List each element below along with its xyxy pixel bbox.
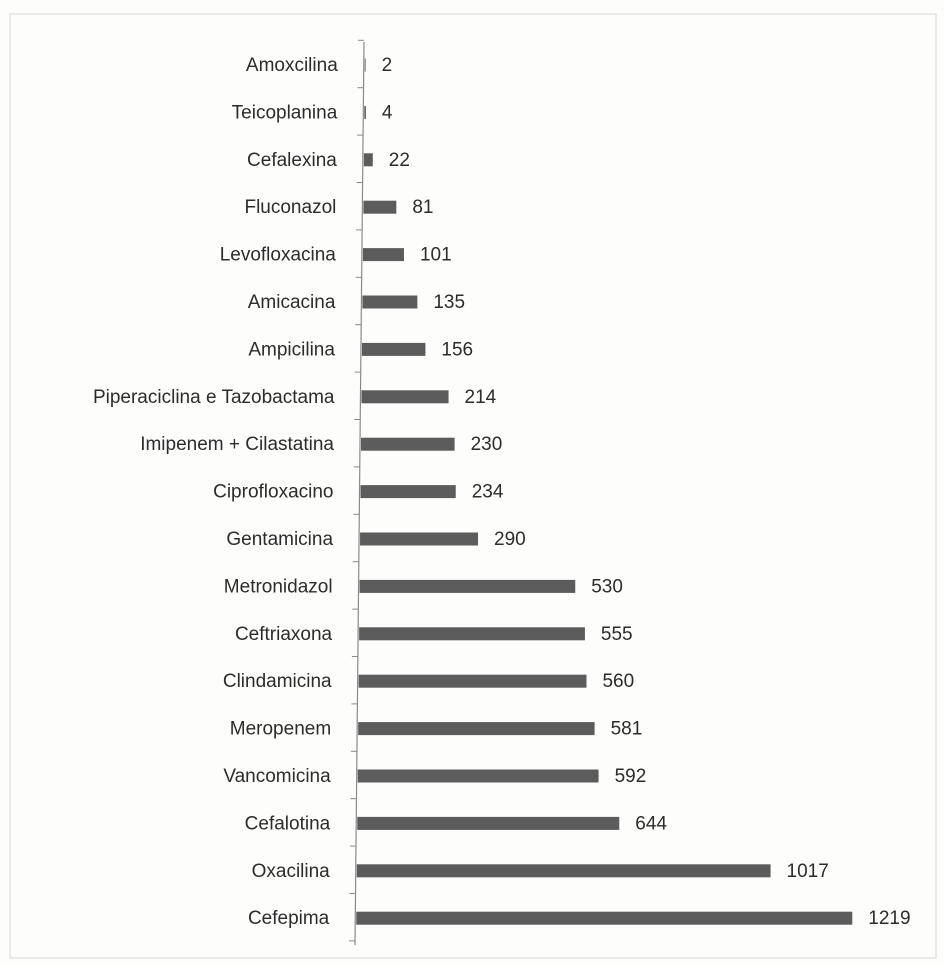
bar [361,437,455,451]
bar [364,105,366,119]
value-label: 234 [472,482,504,503]
value-label: 644 [635,813,667,834]
category-label: Cefalexina [247,150,337,171]
value-label: 2 [382,55,393,76]
value-label: 214 [465,387,497,408]
value-label: 555 [601,624,633,645]
value-label: 4 [382,102,393,123]
bar [358,722,595,736]
category-label: Ceftriaxona [235,624,333,645]
bar [360,532,479,546]
category-label: Vancomicina [223,766,331,787]
value-label: 1219 [868,908,910,929]
value-label: 530 [591,576,623,597]
category-label: Cefepima [248,908,330,929]
bar [362,295,418,309]
category-label: Clindamicina [223,671,332,692]
category-label: Amoxcilina [246,55,338,76]
category-label: Piperaciclina e Tazobactama [93,387,335,408]
bar [363,153,373,167]
value-label: 592 [615,766,647,787]
value-label: 156 [441,339,473,360]
bar [356,864,771,878]
category-label: Ciprofloxacino [213,482,333,503]
bar [362,248,404,262]
bar [359,579,576,593]
value-label: 135 [433,292,465,313]
value-label: 22 [389,150,410,171]
category-label: Ampicilina [248,339,335,360]
bar [363,200,397,214]
bar [361,390,449,404]
category-label: Meropenem [230,719,331,740]
value-label: 1017 [787,861,829,882]
category-label: Cefalotina [245,813,331,834]
category-label: Oxacilina [252,861,331,882]
category-label: Metronidazol [224,576,333,597]
category-label: Gentamicina [226,529,333,550]
category-label: Amicacina [248,292,336,313]
bar [364,58,366,72]
bar [360,485,456,499]
value-label: 290 [494,529,526,550]
chart-border [9,13,937,959]
category-label: Imipenem + Cilastatina [140,434,334,455]
value-label: 230 [471,434,503,455]
value-label: 101 [420,245,452,266]
bar [359,627,585,641]
category-label: Fluconazol [244,197,336,218]
bar [357,816,620,830]
bar [356,911,853,925]
bar [358,674,587,688]
category-label: Levofloxacina [220,245,337,266]
category-axis-line [354,41,365,946]
value-label: 81 [412,197,433,218]
category-label: Teicoplanina [232,102,338,123]
value-label: 560 [602,671,634,692]
bar [361,342,426,356]
value-label: 581 [611,719,643,740]
bar [357,769,599,783]
